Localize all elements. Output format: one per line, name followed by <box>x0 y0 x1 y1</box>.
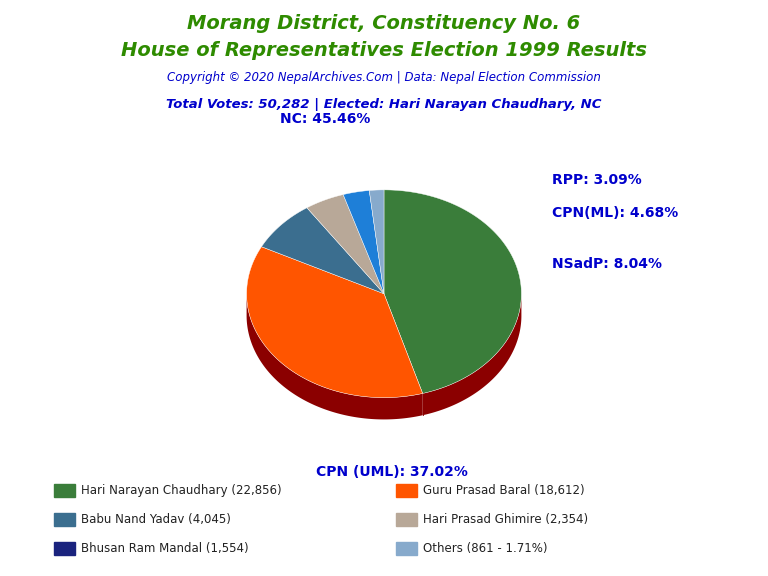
Polygon shape <box>247 294 422 419</box>
Text: Bhusan Ram Mandal (1,554): Bhusan Ram Mandal (1,554) <box>81 542 249 555</box>
Polygon shape <box>247 247 422 397</box>
Text: Babu Nand Yadav (4,045): Babu Nand Yadav (4,045) <box>81 513 231 526</box>
Polygon shape <box>261 208 384 294</box>
Text: Others (861 - 1.71%): Others (861 - 1.71%) <box>423 542 548 555</box>
Text: Hari Prasad Ghimire (2,354): Hari Prasad Ghimire (2,354) <box>423 513 588 526</box>
Text: RPP: 3.09%: RPP: 3.09% <box>551 173 641 187</box>
Text: House of Representatives Election 1999 Results: House of Representatives Election 1999 R… <box>121 41 647 60</box>
Text: Morang District, Constituency No. 6: Morang District, Constituency No. 6 <box>187 14 581 33</box>
Text: Hari Narayan Chaudhary (22,856): Hari Narayan Chaudhary (22,856) <box>81 484 282 497</box>
Text: Guru Prasad Baral (18,612): Guru Prasad Baral (18,612) <box>423 484 584 497</box>
Polygon shape <box>307 195 384 294</box>
Polygon shape <box>422 294 521 415</box>
Polygon shape <box>343 191 384 294</box>
Text: NC: 45.46%: NC: 45.46% <box>280 112 370 126</box>
Polygon shape <box>384 190 521 393</box>
Text: CPN (UML): 37.02%: CPN (UML): 37.02% <box>316 465 468 479</box>
Text: Total Votes: 50,282 | Elected: Hari Narayan Chaudhary, NC: Total Votes: 50,282 | Elected: Hari Nara… <box>166 98 602 111</box>
Text: NSadP: 8.04%: NSadP: 8.04% <box>551 256 661 271</box>
Text: Copyright © 2020 NepalArchives.Com | Data: Nepal Election Commission: Copyright © 2020 NepalArchives.Com | Dat… <box>167 71 601 85</box>
Polygon shape <box>369 190 384 294</box>
Text: CPN(ML): 4.68%: CPN(ML): 4.68% <box>551 206 678 221</box>
